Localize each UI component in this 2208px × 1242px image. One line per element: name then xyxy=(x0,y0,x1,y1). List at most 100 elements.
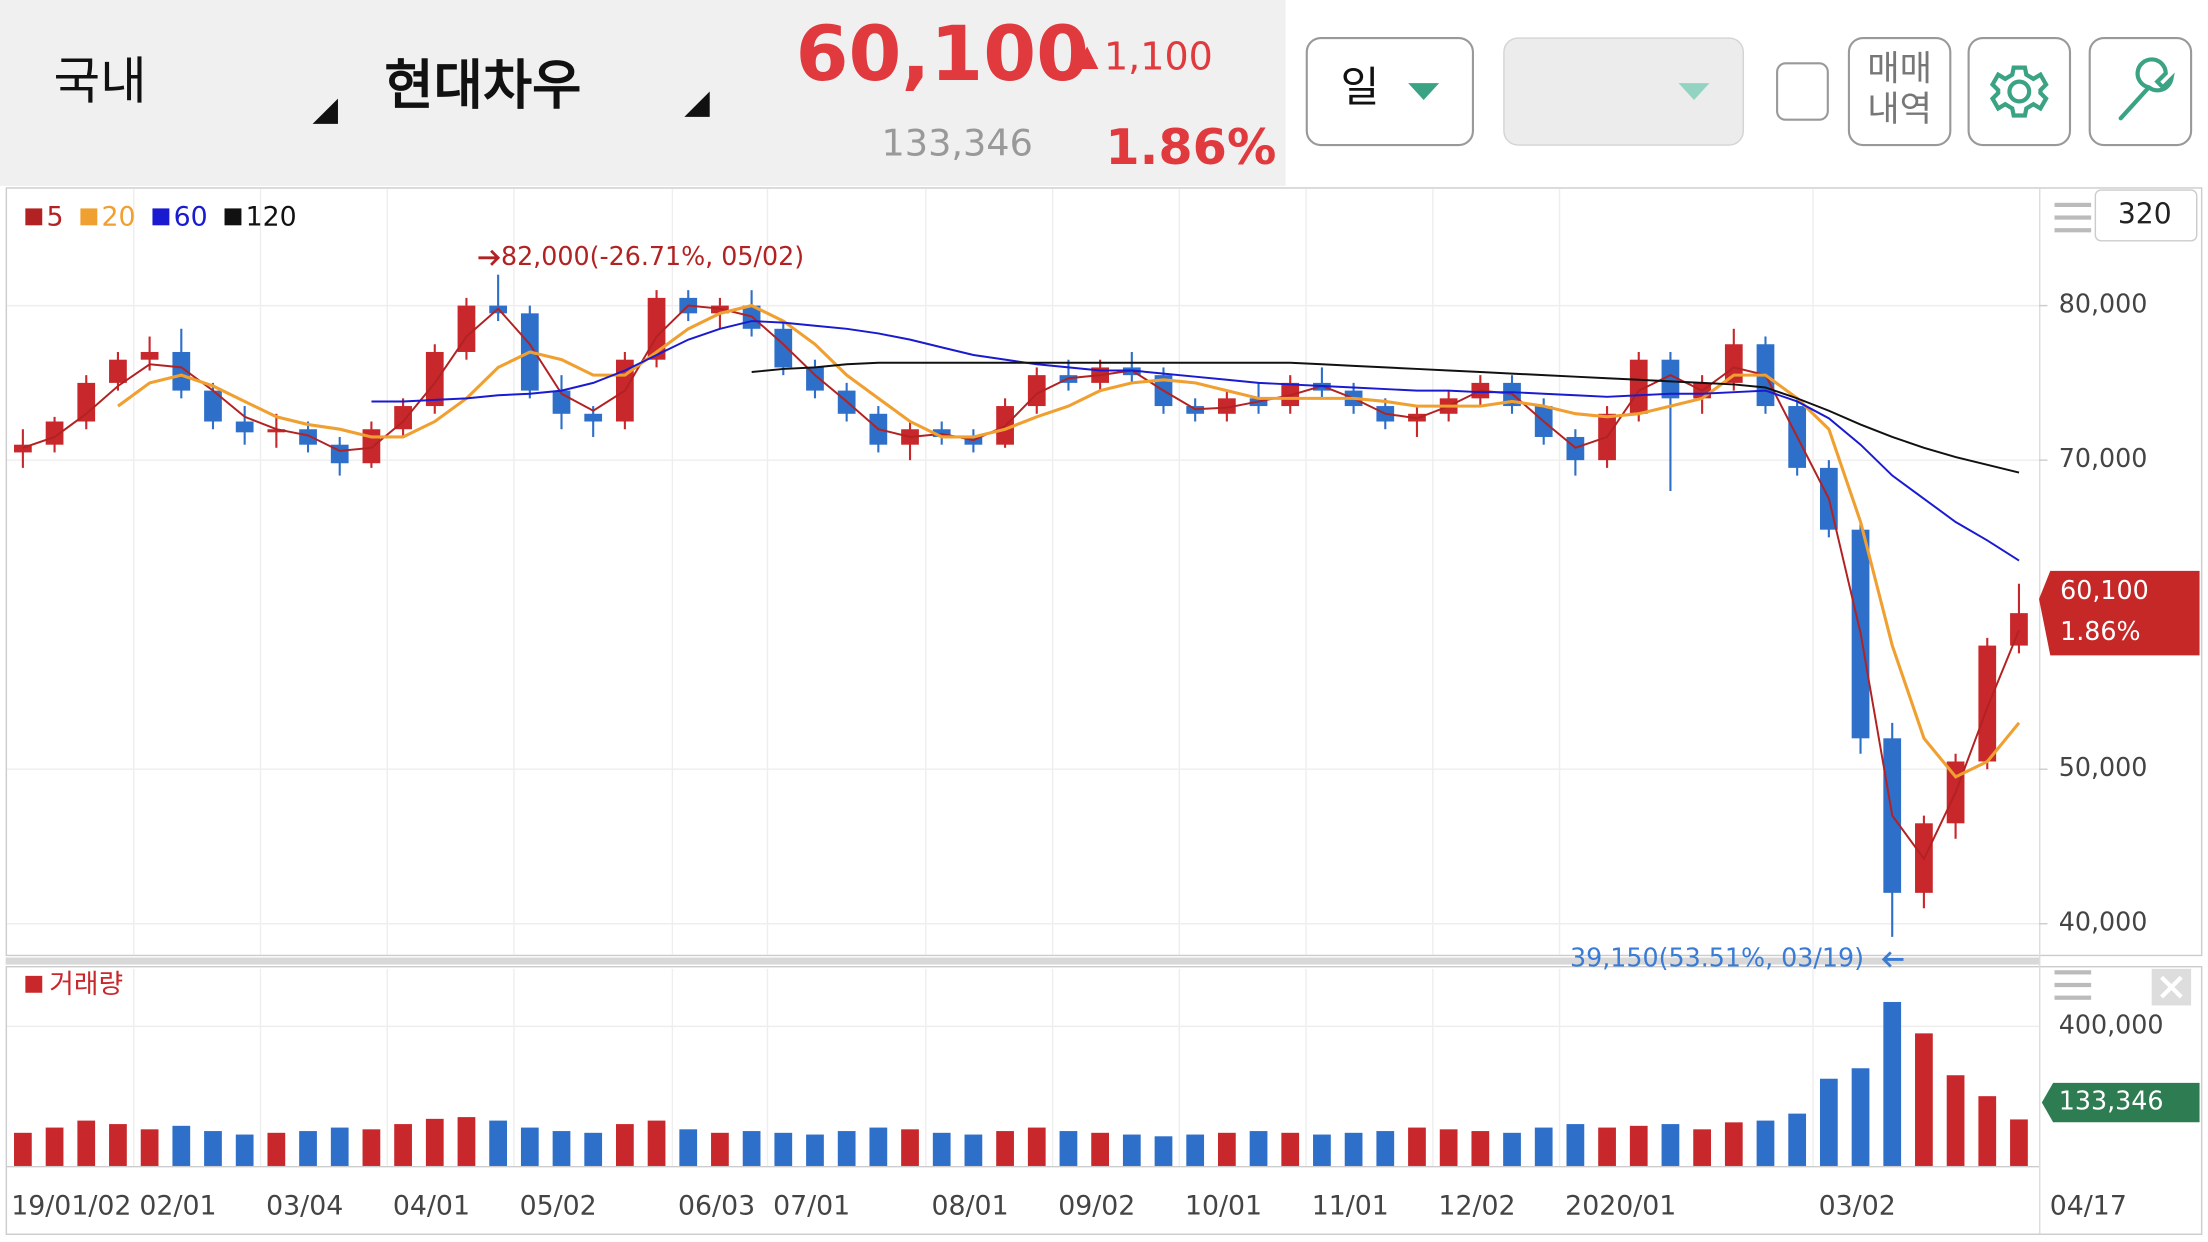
market-select[interactable]: 국내 xyxy=(54,51,147,110)
volume-bar xyxy=(901,1129,919,1166)
volume-bar xyxy=(1883,1001,1902,1166)
candle-body xyxy=(457,305,476,352)
panel-menu-icon[interactable] xyxy=(2054,202,2092,233)
volume-bar xyxy=(1978,1096,1997,1166)
plot: 19/01/02 02/01 03/04 04/01 05/02 06/03 07/01 08… xyxy=(7,188,2200,1221)
candle-body xyxy=(425,351,444,407)
y-tick-label: 80,000 xyxy=(2059,289,2148,319)
legend-label: 5 xyxy=(46,202,63,233)
panel-menu-icon[interactable] xyxy=(2054,970,2092,1000)
volume-bar xyxy=(932,1132,951,1166)
volume-bar xyxy=(1788,1113,1807,1166)
settings-button[interactable] xyxy=(1967,36,2072,147)
candle-body xyxy=(1978,645,1997,762)
candle-body xyxy=(1217,398,1236,414)
x-tick-label: 06/03 xyxy=(678,1190,755,1221)
volume-bar xyxy=(1059,1131,1078,1166)
candle-body xyxy=(235,421,254,433)
candle-body xyxy=(204,390,222,422)
sub-select[interactable] xyxy=(1503,37,1745,146)
checkbox[interactable] xyxy=(1776,62,1829,121)
candle-body xyxy=(267,429,286,433)
price-panel xyxy=(5,187,2203,957)
x-tick-label: 07/01 xyxy=(773,1190,850,1221)
volume-bar xyxy=(1091,1132,1109,1166)
volume-bar xyxy=(235,1134,254,1166)
volume-bar xyxy=(1566,1124,1585,1166)
y-tick-label: 70,000 xyxy=(2059,443,2148,473)
volume-bar xyxy=(457,1117,476,1166)
volume-tag-value: 133,346 xyxy=(2059,1086,2164,1116)
legend-label: 120 xyxy=(246,202,297,233)
panel-splitter xyxy=(5,957,2040,965)
price-change: 1,100 xyxy=(1104,35,1213,79)
volume-bar xyxy=(2010,1119,2028,1166)
volume-bar xyxy=(1122,1134,1141,1166)
close-panel[interactable] xyxy=(2151,968,2192,1006)
price-tag-rate: 1.86% xyxy=(2060,616,2140,646)
up-arrow xyxy=(1075,46,1099,69)
history-button[interactable] xyxy=(1847,36,1952,147)
volume-tag xyxy=(2041,1082,2200,1123)
period-select[interactable] xyxy=(1305,36,1474,147)
volume-bar xyxy=(1915,1033,1933,1166)
volume-bar xyxy=(520,1127,539,1166)
candle-body xyxy=(77,382,96,422)
x-tick-label: 04/01 xyxy=(393,1190,470,1221)
annotation: 82,000(-26.71%, 05/02) xyxy=(501,241,804,271)
x-tick-label: 10/01 xyxy=(1185,1190,1262,1221)
tools-button[interactable] xyxy=(2088,36,2193,147)
candle-body xyxy=(1661,359,1680,399)
volume-bar xyxy=(711,1132,729,1166)
volume-bar xyxy=(299,1131,317,1166)
volume-bar xyxy=(1471,1131,1490,1166)
volume-bar xyxy=(77,1120,96,1166)
legend-label: 20 xyxy=(102,202,136,233)
candle-body xyxy=(806,367,824,391)
volume-bar xyxy=(267,1132,286,1166)
moving-average-line xyxy=(117,303,2021,779)
volume-bar xyxy=(1408,1127,1426,1166)
x-tick-label: 03/04 xyxy=(266,1190,343,1221)
volume-bar xyxy=(584,1132,603,1166)
volume-bar xyxy=(1186,1134,1205,1166)
y-tick-label: 400,000 xyxy=(2059,1009,2164,1039)
legend-swatch xyxy=(25,208,43,226)
x-tick-label: 12/02 xyxy=(1438,1190,1515,1221)
stock-name[interactable]: 현대차우 xyxy=(384,53,581,116)
volume-bar xyxy=(1946,1075,1965,1166)
volume-bar xyxy=(489,1120,508,1166)
volume-bar xyxy=(1661,1124,1680,1166)
volume-bar xyxy=(14,1132,32,1166)
x-tick-label: 09/02 xyxy=(1058,1190,1135,1221)
candle-body xyxy=(140,351,159,360)
volume-bar xyxy=(552,1131,571,1166)
x-tick-label: 08/01 xyxy=(931,1190,1008,1221)
history-label: 매매 xyxy=(1867,48,1932,89)
wrench-icon xyxy=(2118,57,2175,121)
volume-panel xyxy=(5,966,2203,1235)
current-price: 60,100 xyxy=(796,9,1089,98)
volume-bar xyxy=(140,1129,159,1166)
candle-body xyxy=(584,413,603,422)
volume-bar xyxy=(1819,1078,1838,1166)
volume-bar xyxy=(806,1134,824,1166)
volume-bar xyxy=(647,1120,666,1166)
x-tick-label: 03/02 xyxy=(1819,1190,1896,1221)
sub-dropdown-arrow xyxy=(1678,83,1710,100)
count-box[interactable] xyxy=(2094,189,2198,242)
legend-label: 60 xyxy=(174,202,208,233)
x-tick-label: 05/02 xyxy=(520,1190,597,1221)
change-rate: 1.86% xyxy=(1105,118,1276,176)
y-tick-label: 50,000 xyxy=(2059,752,2148,782)
volume-bar xyxy=(172,1125,191,1166)
legend-swatch xyxy=(224,208,242,226)
candle-body xyxy=(172,351,191,391)
x-tick-label: 04/17 xyxy=(2050,1190,2127,1221)
period-dropdown-arrow xyxy=(1408,83,1440,100)
moving-average-line xyxy=(751,361,2020,474)
volume-bar xyxy=(964,1134,983,1166)
volume-bar xyxy=(330,1127,349,1166)
volume-bar xyxy=(204,1131,222,1166)
